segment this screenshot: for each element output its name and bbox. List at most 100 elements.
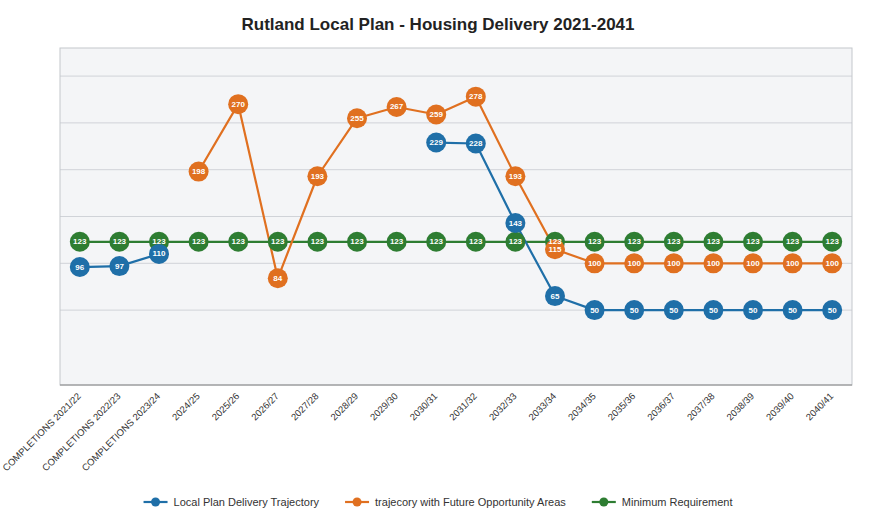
- data-label: 50: [709, 306, 718, 315]
- point-marker: [426, 104, 446, 124]
- data-label: 50: [749, 306, 758, 315]
- x-tick-label: 2028/29: [328, 390, 360, 422]
- x-tick-label: 2024/25: [170, 390, 202, 422]
- data-label: 100: [746, 259, 760, 268]
- data-label: 100: [826, 259, 840, 268]
- data-label: 229: [430, 138, 444, 147]
- data-label: 267: [390, 102, 404, 111]
- data-label: 123: [588, 237, 602, 246]
- point-marker: [624, 300, 644, 320]
- data-label: 193: [311, 172, 325, 181]
- point-marker: [505, 166, 525, 186]
- data-label: 115: [549, 245, 562, 254]
- data-label: 123: [152, 237, 166, 246]
- data-label: 84: [273, 274, 282, 283]
- point-marker: [347, 108, 367, 128]
- x-tick-label: 2034/35: [566, 390, 598, 422]
- data-group: [70, 87, 842, 320]
- x-tick-label: 2025/26: [209, 390, 241, 422]
- point-marker: [703, 253, 723, 273]
- point-marker: [703, 232, 723, 252]
- point-marker: [664, 232, 684, 252]
- point-marker: [505, 213, 525, 233]
- data-label: 50: [788, 306, 797, 315]
- legend: Local Plan Delivery Trajectory trajecory …: [144, 496, 733, 508]
- data-label: 123: [390, 237, 404, 246]
- legend-label: trajecory with Future Opportunity Areas: [375, 496, 566, 508]
- data-label: 123: [430, 237, 444, 246]
- data-label: 123: [311, 237, 325, 246]
- point-marker: [426, 232, 446, 252]
- grid-line: [60, 76, 852, 77]
- x-tick-label: 2037/38: [685, 390, 717, 422]
- data-label: 100: [707, 259, 721, 268]
- point-marker: [228, 94, 248, 114]
- legend-item: Local Plan Delivery Trajectory: [144, 496, 320, 508]
- legend-item: Minimum Requirement: [592, 496, 733, 508]
- point-marker: [70, 232, 90, 252]
- x-tick-label: COMPLETIONS 2021/22: [0, 390, 83, 473]
- series-line: [80, 143, 832, 311]
- grid-line: [60, 122, 852, 123]
- point-marker: [109, 256, 129, 276]
- data-label: 259: [430, 110, 444, 119]
- grid-line: [60, 216, 852, 217]
- data-label: 123: [271, 237, 285, 246]
- point-marker: [743, 300, 763, 320]
- x-tick-label: 2040/41: [803, 390, 835, 422]
- plot-area: [60, 48, 852, 385]
- point-marker: [109, 232, 129, 252]
- point-marker: [347, 232, 367, 252]
- data-label: 100: [667, 259, 681, 268]
- legend-marker: [151, 498, 160, 507]
- data-label: 110: [153, 249, 166, 258]
- data-label: 123: [826, 237, 840, 246]
- point-marker: [466, 87, 486, 107]
- point-marker: [783, 253, 803, 273]
- legend-marker: [353, 498, 362, 507]
- x-tick-label: 2035/36: [605, 390, 637, 422]
- x-tick-label: 2032/33: [487, 390, 519, 422]
- point-marker: [307, 166, 327, 186]
- point-marker: [426, 133, 446, 153]
- point-marker: [387, 97, 407, 117]
- point-marker: [70, 257, 90, 277]
- x-tick-label: 2039/40: [764, 390, 796, 422]
- legend-item: trajecory with Future Opportunity Areas: [345, 496, 566, 508]
- data-label: 100: [628, 259, 642, 268]
- x-tick-label: 2031/32: [447, 390, 479, 422]
- x-axis-line: [60, 385, 852, 386]
- point-marker: [743, 232, 763, 252]
- point-marker: [703, 300, 723, 320]
- data-label: 198: [192, 167, 206, 176]
- point-marker: [624, 253, 644, 273]
- data-label: 123: [469, 237, 483, 246]
- data-label: 123: [746, 237, 760, 246]
- point-marker: [664, 300, 684, 320]
- data-label: 123: [707, 237, 721, 246]
- data-label: 100: [588, 259, 602, 268]
- point-marker: [822, 300, 842, 320]
- data-label: 123: [73, 237, 87, 246]
- title: Rutland Local Plan - Housing Delivery 20…: [241, 15, 634, 34]
- plot-frame: [60, 48, 852, 385]
- data-label: 50: [630, 306, 639, 315]
- x-tick-label: 2038/39: [724, 390, 756, 422]
- data-label: 123: [113, 237, 127, 246]
- data-label: 50: [590, 306, 599, 315]
- point-marker: [822, 253, 842, 273]
- point-marker: [228, 232, 248, 252]
- point-marker: [822, 232, 842, 252]
- data-label: 193: [509, 172, 523, 181]
- data-label: 123: [350, 237, 364, 246]
- point-marker: [268, 268, 288, 288]
- point-marker: [545, 286, 565, 306]
- point-marker: [743, 253, 763, 273]
- point-marker: [624, 232, 644, 252]
- data-label: 97: [115, 262, 124, 271]
- x-tick-label: 2026/27: [249, 390, 281, 422]
- point-marker: [505, 232, 525, 252]
- data-label: 228: [469, 139, 483, 148]
- point-marker: [466, 232, 486, 252]
- data-label: 270: [232, 100, 246, 109]
